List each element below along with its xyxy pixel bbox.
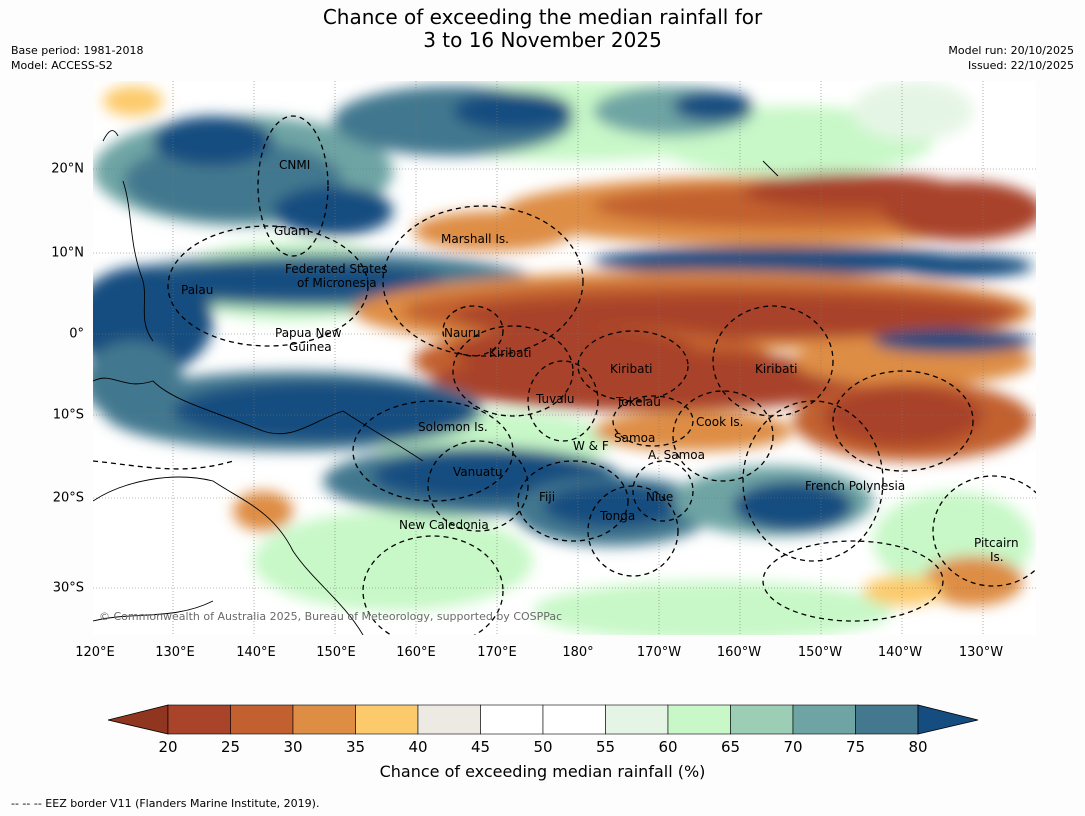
region-label-tonga: Tonga	[600, 509, 636, 523]
region-label-new-caledonia: New Caledonia	[399, 518, 489, 532]
colorbar-segment	[855, 704, 919, 735]
rainfall-map: CNMI Guam Marshall Is. Federated States …	[93, 81, 1036, 635]
lat-tick-20n: 20°N	[51, 161, 84, 177]
region-label-samoa: Samoa	[614, 431, 656, 445]
region-label-palau: Palau	[181, 283, 214, 297]
colorbar-tick-label: 80	[908, 738, 927, 756]
lon-tick-130w: 130°W	[958, 645, 1004, 660]
region-label-asamoa: A. Samoa	[648, 448, 705, 462]
model-info: Base period: 1981-2018 Model: ACCESS-S2	[11, 43, 143, 73]
region-label-wf: W & F	[573, 439, 609, 453]
copyright-notice: © Commonwealth of Australia 2025, Bureau…	[99, 610, 563, 623]
region-label-png-1: Papua New	[275, 326, 342, 340]
map-title: Chance of exceeding the median rainfall …	[0, 6, 1085, 52]
region-label-kiribati-west: Kiribati	[489, 346, 532, 360]
region-label-fsm-2: of Micronesia	[297, 276, 377, 290]
region-label-vanuatu: Vanuatu	[453, 465, 503, 479]
colorbar-segment	[480, 704, 544, 735]
rainfall-field	[93, 81, 1036, 635]
colorbar-tick-label: 50	[533, 738, 552, 756]
map-canvas	[93, 81, 1036, 635]
colorbar-tick-labels: 20 25 30 35 40 45 50 55 60 65 70 75 80	[158, 738, 927, 756]
lon-tick-170e: 170°E	[477, 645, 517, 660]
region-label-tuvalu: Tuvalu	[536, 392, 575, 406]
lat-tick-30s: 30°S	[52, 580, 84, 596]
colorbar-segment	[230, 704, 294, 735]
colorbar-segment	[667, 704, 731, 735]
colorbar-segment	[417, 704, 481, 735]
lon-tick-160e: 160°E	[396, 645, 436, 660]
region-labels: CNMI Guam Marshall Is. Federated States …	[93, 81, 1036, 635]
lon-tick-170w: 170°W	[636, 645, 682, 660]
colorbar-tick-label: 65	[721, 738, 740, 756]
colorbar-tick-label: 70	[783, 738, 802, 756]
lat-tick-10n: 10°N	[51, 245, 84, 261]
lon-tick-160w: 160°W	[716, 645, 762, 660]
colorbar-segments	[167, 704, 919, 735]
colorbar-tick-label: 60	[658, 738, 677, 756]
lon-tick-150e: 150°E	[316, 645, 356, 660]
region-label-niue: Niue	[646, 490, 674, 504]
lon-tick-140w: 140°W	[877, 645, 923, 660]
region-label-kiribati-east: Kiribati	[755, 362, 798, 376]
colorbar-segment	[355, 704, 419, 735]
lat-tick-20s: 20°S	[52, 490, 84, 506]
title-line-2: 3 to 16 November 2025	[423, 28, 662, 52]
colorbar-tick-label: 25	[221, 738, 240, 756]
lon-tick-150w: 150°W	[797, 645, 843, 660]
colorbar-segment	[167, 704, 231, 735]
region-label-cook: Cook Is.	[696, 415, 744, 429]
colorbar-segment	[730, 704, 794, 735]
colorbar-low-extension	[107, 704, 169, 735]
colorbar-segment	[792, 704, 856, 735]
region-label-fiji: Fiji	[539, 490, 556, 504]
region-label-kiribati-central: Kiribati	[610, 362, 653, 376]
lon-tick-120e: 120°E	[75, 645, 115, 660]
base-period: Base period: 1981-2018	[11, 44, 144, 57]
region-label-solomon: Solomon Is.	[418, 420, 488, 434]
colorbar-tick-label: 45	[471, 738, 490, 756]
colorbar-high-extension	[917, 704, 979, 735]
model-run: Model run: 20/10/2025	[948, 44, 1074, 57]
region-label-cnmi: CNMI	[279, 158, 311, 172]
colorbar-tick-label: 30	[283, 738, 302, 756]
issued-date: Issued: 22/10/2025	[967, 59, 1074, 72]
colorbar-segment	[292, 704, 356, 735]
model-name: Model: ACCESS-S2	[11, 59, 113, 72]
colorbar-segment	[605, 704, 669, 735]
region-label-nauru: Nauru	[444, 326, 481, 340]
title-line-1: Chance of exceeding the median rainfall …	[322, 5, 763, 29]
colorbar-tick-label: 40	[408, 738, 427, 756]
colorbar-tick-label: 35	[346, 738, 365, 756]
lon-tick-180: 180°	[562, 645, 594, 660]
lon-tick-140e: 140°E	[236, 645, 276, 660]
coastlines	[93, 130, 779, 635]
lon-tick-130e: 130°E	[155, 645, 195, 660]
region-label-png-2: Guinea	[289, 340, 332, 354]
lat-tick-0: 0°	[69, 326, 84, 342]
region-label-guam: Guam	[274, 224, 310, 238]
region-label-marshall: Marshall Is.	[441, 232, 509, 246]
colorbar-tick-label: 20	[158, 738, 177, 756]
eez-borders	[93, 115, 1036, 635]
region-label-pitcairn-1: Pitcairn	[974, 536, 1019, 550]
region-label-french-polynesia: French Polynesia	[805, 479, 906, 493]
colorbar-title: Chance of exceeding median rainfall (%)	[379, 762, 706, 781]
colorbar: 20 25 30 35 40 45 50 55 60 65 70 75 80	[107, 704, 979, 756]
lat-tick-10s: 10°S	[52, 407, 84, 423]
region-label-pitcairn-2: Is.	[990, 550, 1004, 564]
region-label-tokelau: Tokelau	[616, 395, 661, 409]
colorbar-tick-label: 75	[846, 738, 865, 756]
colorbar-tick-label: 55	[596, 738, 615, 756]
region-label-fsm-1: Federated States	[285, 262, 388, 276]
colorbar-segment	[542, 704, 606, 735]
run-info: Model run: 20/10/2025 Issued: 22/10/2025	[948, 43, 1074, 73]
eez-footnote: -- -- -- EEZ border V11 (Flanders Marine…	[11, 797, 320, 810]
graticule	[93, 81, 1036, 635]
